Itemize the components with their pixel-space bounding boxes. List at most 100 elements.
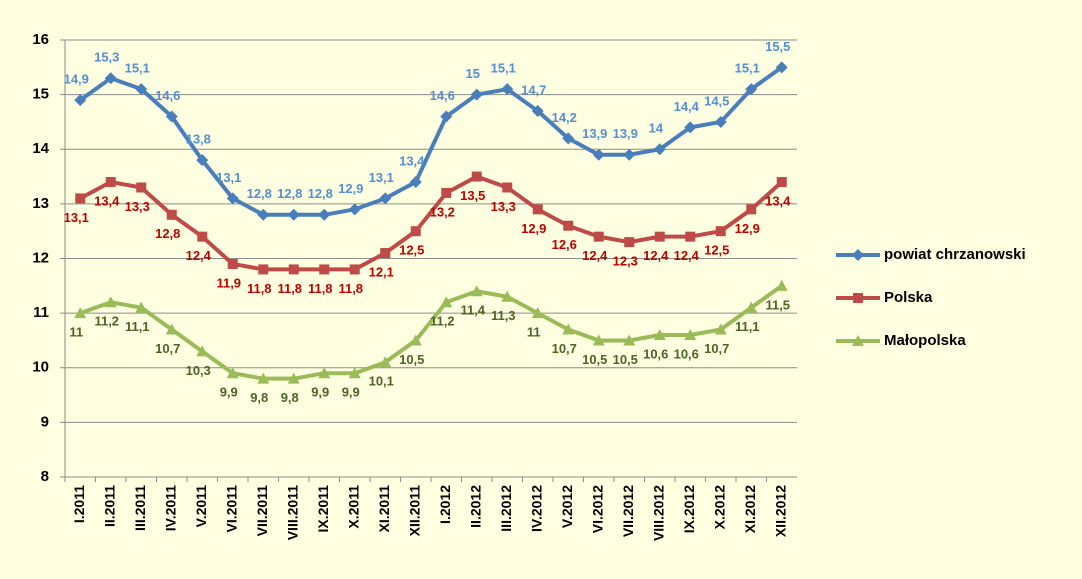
data-label: 10,1 [369, 374, 394, 389]
data-label: 10,7 [552, 341, 577, 356]
x-tick-label: VIII.2011 [284, 485, 300, 540]
data-label: 13,4 [94, 193, 120, 208]
marker [684, 328, 697, 340]
marker [746, 204, 757, 215]
marker [440, 296, 453, 308]
x-tick-label: I.2012 [437, 485, 453, 524]
data-label: 14,2 [552, 110, 577, 125]
data-label: 13,9 [582, 126, 607, 141]
x-tick-label: I.2011 [71, 485, 87, 523]
marker [531, 105, 544, 118]
marker [684, 121, 697, 134]
data-label: 14,6 [155, 88, 180, 103]
marker [258, 264, 269, 275]
data-label: 12,8 [155, 226, 180, 241]
marker [653, 328, 666, 340]
x-tick-label: IV.2011 [162, 485, 178, 531]
marker [379, 356, 392, 368]
marker [685, 231, 696, 242]
y-tick-label: 14 [32, 140, 49, 157]
series-line [79, 284, 783, 381]
marker [562, 323, 575, 335]
data-label: 13,8 [186, 132, 211, 147]
x-tick-label: X.2012 [711, 485, 727, 530]
data-label: 11,3 [491, 308, 516, 323]
legend-label: Polska [884, 289, 933, 306]
marker [348, 367, 361, 379]
series-line [79, 65, 783, 217]
y-tick-label: 16 [32, 31, 49, 48]
marker [623, 148, 636, 161]
legend-label: powiat chrzanowski [884, 246, 1026, 263]
data-label: 9,9 [220, 385, 238, 400]
marker [379, 192, 392, 205]
marker [104, 72, 117, 85]
marker [852, 335, 864, 346]
y-tick-label: 13 [32, 195, 49, 212]
x-tick-label: II.2011 [101, 485, 117, 527]
marker [409, 334, 422, 346]
data-label: 11,2 [94, 314, 119, 329]
marker [75, 193, 86, 204]
marker [563, 220, 574, 231]
marker [714, 115, 727, 128]
marker [471, 171, 482, 182]
data-label: 10,5 [399, 352, 424, 367]
data-label: 13,4 [399, 153, 425, 168]
marker [501, 83, 514, 96]
data-label: 15,3 [94, 50, 119, 65]
x-tick-label: XI.2011 [376, 485, 392, 533]
data-label: 13,1 [216, 170, 241, 185]
marker [653, 143, 666, 156]
data-label: 9,9 [311, 385, 329, 400]
marker [592, 334, 605, 346]
marker [776, 177, 787, 188]
data-label: 12,4 [186, 248, 212, 263]
marker [380, 248, 391, 259]
data-label: 9,9 [342, 385, 360, 400]
marker [197, 231, 208, 242]
marker [135, 83, 148, 96]
data-label: 11,8 [277, 281, 302, 296]
data-label: 14,9 [64, 72, 89, 87]
marker [287, 208, 300, 221]
marker [348, 203, 361, 216]
marker [196, 154, 209, 167]
data-label: 10,6 [643, 346, 668, 361]
data-label: 11 [527, 325, 541, 340]
marker [318, 208, 331, 221]
data-label: 13,1 [369, 170, 394, 185]
marker [104, 296, 117, 308]
marker [165, 110, 178, 123]
data-label: 12,8 [277, 186, 302, 201]
marker [226, 192, 239, 205]
data-label: 12,9 [521, 221, 546, 236]
x-tick-label: VI.2011 [223, 485, 239, 533]
data-label: 10,3 [186, 363, 211, 378]
marker [714, 323, 727, 335]
data-label: 11,8 [247, 281, 272, 296]
marker [775, 61, 788, 74]
x-tick-label: XII.2011 [406, 485, 422, 537]
data-label: 15 [466, 66, 480, 81]
data-label: 14,7 [521, 82, 546, 97]
marker [288, 264, 299, 275]
data-label: 12,9 [735, 221, 760, 236]
marker [501, 290, 514, 302]
marker [196, 345, 209, 357]
marker [531, 307, 544, 319]
data-label: 12,4 [643, 248, 669, 263]
data-label: 11,8 [308, 281, 333, 296]
data-label: 15,1 [491, 61, 516, 76]
data-label: 12,5 [399, 243, 424, 258]
marker [775, 279, 788, 291]
marker [287, 372, 300, 384]
marker [470, 285, 483, 297]
x-tick-label: XII.2012 [772, 485, 788, 537]
series-line [79, 174, 784, 272]
marker [440, 110, 453, 123]
data-label: 15,1 [125, 61, 150, 76]
x-tick-label: X.2011 [345, 485, 361, 529]
marker [166, 209, 177, 220]
marker [715, 226, 726, 237]
